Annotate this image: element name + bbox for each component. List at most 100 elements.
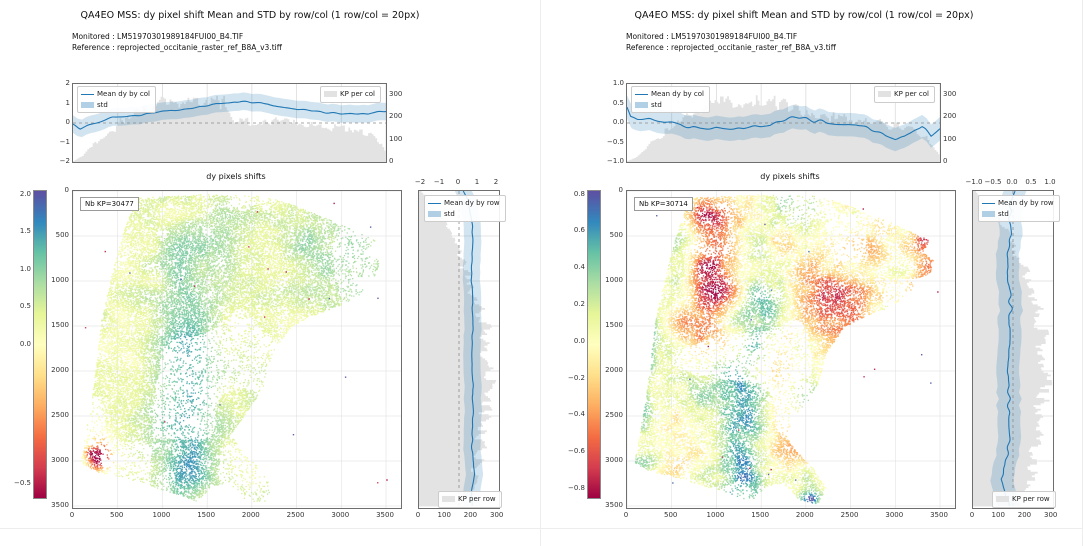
tick-label: 1500 — [605, 321, 623, 329]
kp-patch-swatch — [996, 496, 1009, 503]
tick-label: 0 — [969, 511, 975, 519]
row-profile-panel — [972, 190, 1054, 509]
figure-left: QA4EO MSS: dy pixel shift Mean and STD b… — [0, 0, 541, 546]
tick-label: 0.0 — [612, 118, 624, 126]
tick-label: −0.5 — [984, 178, 1002, 186]
tick-label: −0.4 — [568, 410, 585, 419]
scatter-panel: Nb KP=30714 — [626, 190, 956, 509]
tick-label: −1.0 — [965, 178, 983, 186]
tick-label: 2000 — [605, 366, 623, 374]
tick-label: 0 — [65, 118, 70, 126]
tick-label: 2 — [65, 79, 70, 87]
tick-label: 200 — [1017, 511, 1032, 519]
legend-label: std — [651, 100, 662, 109]
tick-label: 0 — [618, 186, 623, 194]
legend-label: Mean dy by row — [444, 199, 500, 207]
kp-count-annotation: Nb KP=30714 — [634, 197, 693, 211]
tick-label: 100 — [943, 134, 957, 143]
figure-title: QA4EO MSS: dy pixel shift Mean and STD b… — [634, 10, 974, 21]
legend-label: KP per col — [894, 90, 929, 98]
std-patch-swatch — [982, 210, 995, 217]
tick-label: 2500 — [605, 411, 623, 419]
legend-kp-per-col: KP per col — [320, 86, 381, 103]
kp-patch-swatch — [878, 91, 891, 98]
tick-label: 1000 — [605, 276, 623, 284]
tick-label: 0.6 — [573, 226, 585, 235]
tick-label: 0.5 — [19, 302, 31, 311]
legend-mean-dy-row: Mean dy by row std — [424, 195, 506, 222]
tick-label: 0.4 — [573, 263, 585, 272]
legend-label: Mean dy by row — [998, 199, 1054, 207]
tick-label: −0.6 — [568, 447, 585, 456]
tick-label: −1.0 — [607, 157, 624, 165]
tick-label: 200 — [943, 112, 957, 121]
reference-file-label: Reference : reprojected_occitanie_raster… — [72, 42, 282, 52]
tick-label: −0.5 — [607, 137, 624, 146]
legend-mean-dy-row: Mean dy by row std — [978, 195, 1060, 222]
tick-label: 100 — [991, 511, 1005, 519]
row-profile-panel — [418, 190, 500, 509]
monitored-file-label: Monitored : LM51970301989184FUI00_B4.TIF — [626, 32, 798, 41]
tick-label: 200 — [389, 112, 403, 121]
tick-label: 2500 — [286, 511, 305, 519]
tick-label: −1 — [59, 137, 70, 146]
tick-label: 3500 — [376, 511, 394, 519]
legend-label: KP per row — [1012, 495, 1050, 503]
kp-count-annotation: Nb KP=30477 — [80, 197, 139, 211]
legend-kp-per-row: KP per row — [438, 491, 502, 508]
tick-label: 500 — [609, 231, 623, 239]
tick-label: 3000 — [331, 511, 350, 519]
colorbar — [587, 190, 601, 499]
colorbar — [33, 190, 47, 499]
tick-label: 2000 — [795, 511, 814, 519]
tick-label: −0.8 — [568, 483, 585, 492]
tick-label: −1 — [433, 178, 445, 186]
scatter-plot-canvas — [73, 191, 401, 508]
legend-label: std — [444, 209, 455, 218]
tick-label: 1 — [65, 98, 70, 107]
figure-subtitle: Monitored : LM51970301989184FUI00_B4.TIF… — [626, 32, 836, 54]
tick-label: 3000 — [605, 456, 623, 464]
page-divider — [0, 528, 1083, 529]
tick-label: 2000 — [241, 511, 260, 519]
tick-label: 0.5 — [612, 98, 624, 107]
tick-label: 2 — [493, 178, 499, 186]
reference-file-label: Reference : reprojected_occitanie_raster… — [626, 42, 836, 52]
tick-label: 0.2 — [573, 299, 585, 308]
tick-label: 3500 — [51, 501, 69, 509]
tick-label: 0.0 — [1006, 178, 1018, 186]
legend-mean-dy-col: Mean dy by col std — [77, 86, 156, 113]
tick-label: 3500 — [605, 501, 623, 509]
tick-label: 1000 — [152, 511, 171, 519]
tick-label: 1500 — [197, 511, 216, 519]
tick-label: 1.0 — [19, 264, 31, 273]
tick-label: 2500 — [51, 411, 69, 419]
line-swatch — [635, 93, 648, 95]
tick-label: 100 — [389, 134, 403, 143]
tick-label: 1.5 — [19, 227, 31, 236]
tick-label: 1000 — [706, 511, 725, 519]
tick-label: 300 — [490, 511, 504, 519]
legend-label: Mean dy by col — [97, 90, 150, 98]
tick-label: 2500 — [840, 511, 859, 519]
tick-label: 200 — [463, 511, 478, 519]
scatter-title: dy pixels shifts — [760, 172, 820, 181]
tick-label: 0 — [389, 157, 394, 165]
tick-label: 0 — [455, 178, 461, 186]
row-profile-plot — [419, 191, 499, 508]
figure-subtitle: Monitored : LM51970301989184FUI00_B4.TIF… — [72, 32, 282, 54]
line-swatch — [428, 202, 441, 204]
tick-label: 300 — [1044, 511, 1058, 519]
std-patch-swatch — [428, 210, 441, 217]
tick-label: 500 — [110, 511, 124, 519]
tick-label: 3500 — [930, 511, 948, 519]
tick-label: 3000 — [885, 511, 904, 519]
tick-label: 2.0 — [19, 189, 31, 198]
kp-patch-swatch — [442, 496, 455, 503]
tick-label: 100 — [437, 511, 451, 519]
tick-label: 1000 — [51, 276, 69, 284]
tick-label: 500 — [55, 231, 69, 239]
tick-label: 0.5 — [1025, 178, 1037, 186]
tick-label: 3000 — [51, 456, 69, 464]
